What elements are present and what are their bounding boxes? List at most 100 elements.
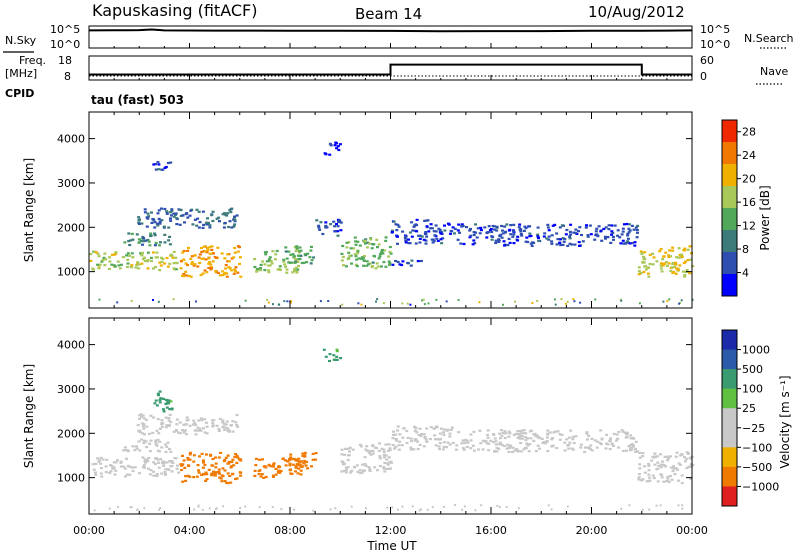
data-cell	[348, 254, 352, 258]
data-cell	[162, 397, 165, 400]
data-cell	[181, 480, 185, 483]
data-cell	[675, 267, 679, 270]
data-cell	[233, 246, 237, 250]
data-cell	[143, 460, 147, 463]
data-cell	[204, 471, 208, 474]
data-cell	[375, 446, 379, 450]
data-cell	[174, 429, 178, 432]
data-cell	[348, 446, 352, 449]
data-cell	[647, 469, 651, 472]
data-cell	[164, 473, 167, 476]
data-cell	[686, 258, 690, 262]
data-cell	[130, 299, 133, 302]
data-cell	[571, 438, 575, 441]
data-cell	[273, 258, 277, 261]
data-cell	[500, 429, 503, 432]
data-cell	[238, 256, 242, 259]
data-cell	[211, 260, 215, 263]
data-cell	[97, 460, 101, 463]
data-cell	[526, 444, 530, 447]
data-cell	[223, 480, 227, 483]
data-cell	[199, 273, 203, 277]
data-cell	[570, 243, 574, 246]
data-cell	[214, 472, 217, 475]
data-cell	[236, 425, 240, 428]
data-cell	[262, 465, 266, 468]
data-cell	[522, 448, 526, 451]
data-cell	[201, 459, 205, 462]
data-cell	[527, 450, 531, 453]
data-cell	[403, 237, 407, 240]
data-cell	[368, 469, 372, 473]
data-cell	[153, 234, 157, 237]
data-cell	[169, 400, 173, 403]
data-cell	[626, 234, 630, 237]
data-cell	[148, 450, 152, 453]
data-cell	[397, 225, 401, 228]
data-cell	[600, 239, 604, 242]
data-cell	[146, 212, 150, 215]
data-cell	[432, 239, 436, 243]
data-cell	[339, 229, 343, 232]
data-cell	[433, 234, 437, 237]
data-cell	[142, 240, 146, 243]
data-cell	[193, 218, 197, 221]
data-cell	[217, 427, 221, 430]
data-cell	[365, 445, 369, 448]
data-cell	[357, 257, 361, 260]
data-cell	[574, 228, 578, 231]
data-cell	[371, 261, 375, 264]
data-cell	[205, 221, 209, 224]
data-cell	[681, 504, 684, 507]
data-cell	[669, 466, 673, 469]
data-cell	[188, 453, 192, 456]
colorbar-swatch	[722, 369, 737, 390]
data-cell	[201, 210, 205, 213]
data-cell	[274, 253, 278, 256]
data-cell	[661, 264, 665, 267]
data-cell	[178, 421, 182, 424]
data-cell	[608, 448, 612, 451]
data-cell	[169, 161, 173, 164]
data-cell	[382, 467, 386, 470]
data-cell	[362, 264, 366, 267]
data-cell	[610, 230, 614, 233]
data-cell	[160, 446, 164, 449]
data-cell	[511, 446, 515, 449]
data-cell	[571, 435, 575, 439]
data-cell	[489, 439, 493, 442]
data-cell	[137, 219, 141, 222]
data-cell	[487, 225, 491, 228]
colorbar-swatch	[722, 408, 737, 429]
data-cell	[660, 463, 664, 466]
nsearch-tick-high: 10^5	[700, 23, 730, 36]
data-cell	[278, 303, 281, 306]
data-cell	[674, 467, 678, 470]
data-cell	[665, 455, 669, 458]
data-cell	[362, 259, 366, 262]
data-cell	[439, 427, 443, 430]
data-cell	[463, 505, 466, 508]
data-cell	[543, 232, 547, 235]
data-cell	[202, 427, 205, 430]
data-cell	[149, 234, 153, 238]
data-cell	[130, 264, 134, 267]
nsky-tick-low: 10^0	[50, 38, 80, 51]
data-cell	[689, 463, 693, 466]
data-cell	[515, 447, 518, 451]
data-cell	[335, 350, 339, 353]
data-cell	[537, 236, 540, 239]
data-cell	[293, 261, 297, 264]
data-cell	[595, 227, 599, 230]
data-cell	[269, 259, 273, 263]
data-cell	[382, 466, 386, 469]
data-cell	[206, 217, 209, 220]
data-cell	[111, 467, 115, 470]
data-cell	[677, 256, 681, 259]
data-cell	[162, 225, 166, 228]
data-cell	[638, 467, 642, 470]
data-cell	[418, 241, 422, 244]
data-cell	[506, 244, 510, 247]
data-cell	[416, 440, 420, 443]
data-cell	[471, 444, 475, 447]
